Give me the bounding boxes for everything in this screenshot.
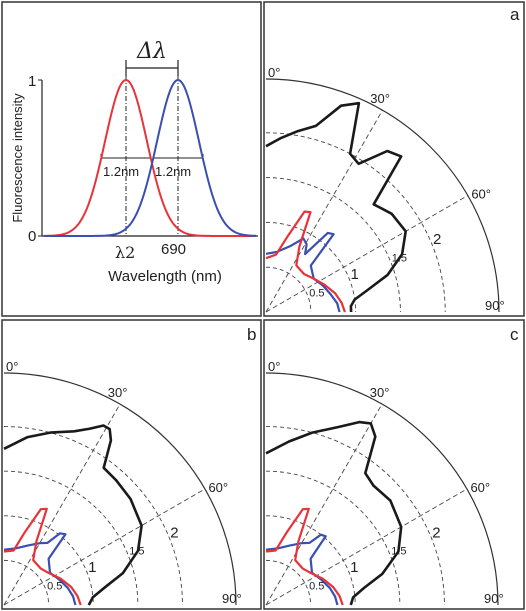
angle-label-0: 0° <box>268 65 280 80</box>
outer-arc <box>265 78 500 313</box>
outer-arc <box>265 372 499 606</box>
polar-plot-area <box>265 372 499 606</box>
grid-circle-2 <box>3 426 183 606</box>
spectrum-ylabel: Fluorescence intensity <box>10 93 25 223</box>
radial-label-1: 1 <box>350 559 358 576</box>
radial-label-2: 2 <box>170 524 178 541</box>
angle-label-60: 60° <box>208 480 228 495</box>
radial-label-1-5: 1.5 <box>129 546 144 558</box>
angle-label-30: 30° <box>370 385 390 400</box>
fwhm-label-right: 1.2nm <box>155 164 191 179</box>
polar-plot-area <box>265 78 500 313</box>
grid-circle-2 <box>265 426 445 606</box>
angle-label-60: 60° <box>470 480 490 495</box>
grid-circle-1.5 <box>3 470 139 606</box>
series-red-curve <box>265 507 344 606</box>
spectrum-xtick-690: 690 <box>161 241 186 258</box>
spoke-30 <box>265 403 383 606</box>
panel-label: c <box>510 325 519 344</box>
series-blue-curve <box>265 533 339 606</box>
radial-label-0-5: 0.5 <box>47 581 62 593</box>
grid-circle-1.5 <box>265 470 401 606</box>
angle-label-30: 30° <box>370 91 390 106</box>
spectrum-blue-curve <box>44 78 256 237</box>
polar-chart-c: 0° 30° 60° 90° 0.5 1 1.5 2 c <box>265 325 519 606</box>
angle-label-0: 0° <box>6 359 18 374</box>
series-blue-curve <box>265 231 341 313</box>
grid-circle-1 <box>265 221 357 313</box>
series-blue-curve <box>3 532 77 606</box>
series-black-curve <box>265 420 403 606</box>
radial-label-0-5: 0.5 <box>309 287 324 299</box>
spectrum-red-curve <box>44 78 256 237</box>
grid-circle-0.5 <box>265 266 312 313</box>
spectrum-xtick-lambda2: λ2 <box>115 243 135 262</box>
angle-label-90: 90° <box>484 591 504 606</box>
radial-label-1: 1 <box>88 559 96 576</box>
panel-a-frame <box>263 1 525 317</box>
radial-label-2: 2 <box>433 231 441 248</box>
outer-arc <box>3 372 237 606</box>
spectrum-ytick-0: 0 <box>28 228 36 245</box>
polar-chart-b: 0° 30° 60° 90° 0.5 1 1.5 2 b <box>3 325 256 606</box>
spoke-60 <box>3 488 206 606</box>
spoke-60 <box>265 195 469 313</box>
radial-label-1-5: 1.5 <box>392 252 407 264</box>
spoke-30 <box>265 109 383 313</box>
spectrum-xlabel: Wavelength (nm) <box>108 268 222 285</box>
angle-label-90: 90° <box>222 591 242 606</box>
series-red-curve <box>3 507 82 606</box>
series-red-curve <box>265 210 346 313</box>
grid-circle-0.5 <box>265 559 312 606</box>
panel-label: b <box>247 325 256 344</box>
grid-circle-1.5 <box>265 177 401 313</box>
angle-label-30: 30° <box>108 385 128 400</box>
panel-label: a <box>510 5 520 24</box>
fwhm-label-left: 1.2nm <box>103 164 139 179</box>
polar-chart-a: 0° 30° 60° 90° 0.5 1 1.5 2 a <box>265 5 520 313</box>
radial-label-1: 1 <box>350 266 358 283</box>
series-black-curve <box>3 424 143 606</box>
spoke-30 <box>3 403 121 606</box>
panel-c-frame <box>263 319 525 610</box>
spectrum-chart: 1 0 Fluorescence intensity Wavelength (n… <box>10 39 258 285</box>
grid-circle-1 <box>3 515 94 606</box>
spoke-60 <box>265 488 468 606</box>
delta-lambda-label: Δλ <box>136 39 167 64</box>
grid-circle-2 <box>265 132 446 313</box>
panel-spectrum-frame <box>1 1 262 317</box>
radial-label-2: 2 <box>432 524 440 541</box>
grid-circle-0.5 <box>3 559 50 606</box>
spectrum-ytick-1: 1 <box>28 73 36 90</box>
polar-plot-area <box>3 372 237 606</box>
angle-label-60: 60° <box>471 187 491 202</box>
radial-label-1-5: 1.5 <box>391 546 406 558</box>
radial-label-0-5: 0.5 <box>309 581 324 593</box>
grid-circle-1 <box>265 515 356 606</box>
series-black-curve <box>265 101 407 313</box>
angle-label-90: 90° <box>485 298 505 313</box>
angle-label-0: 0° <box>268 359 280 374</box>
